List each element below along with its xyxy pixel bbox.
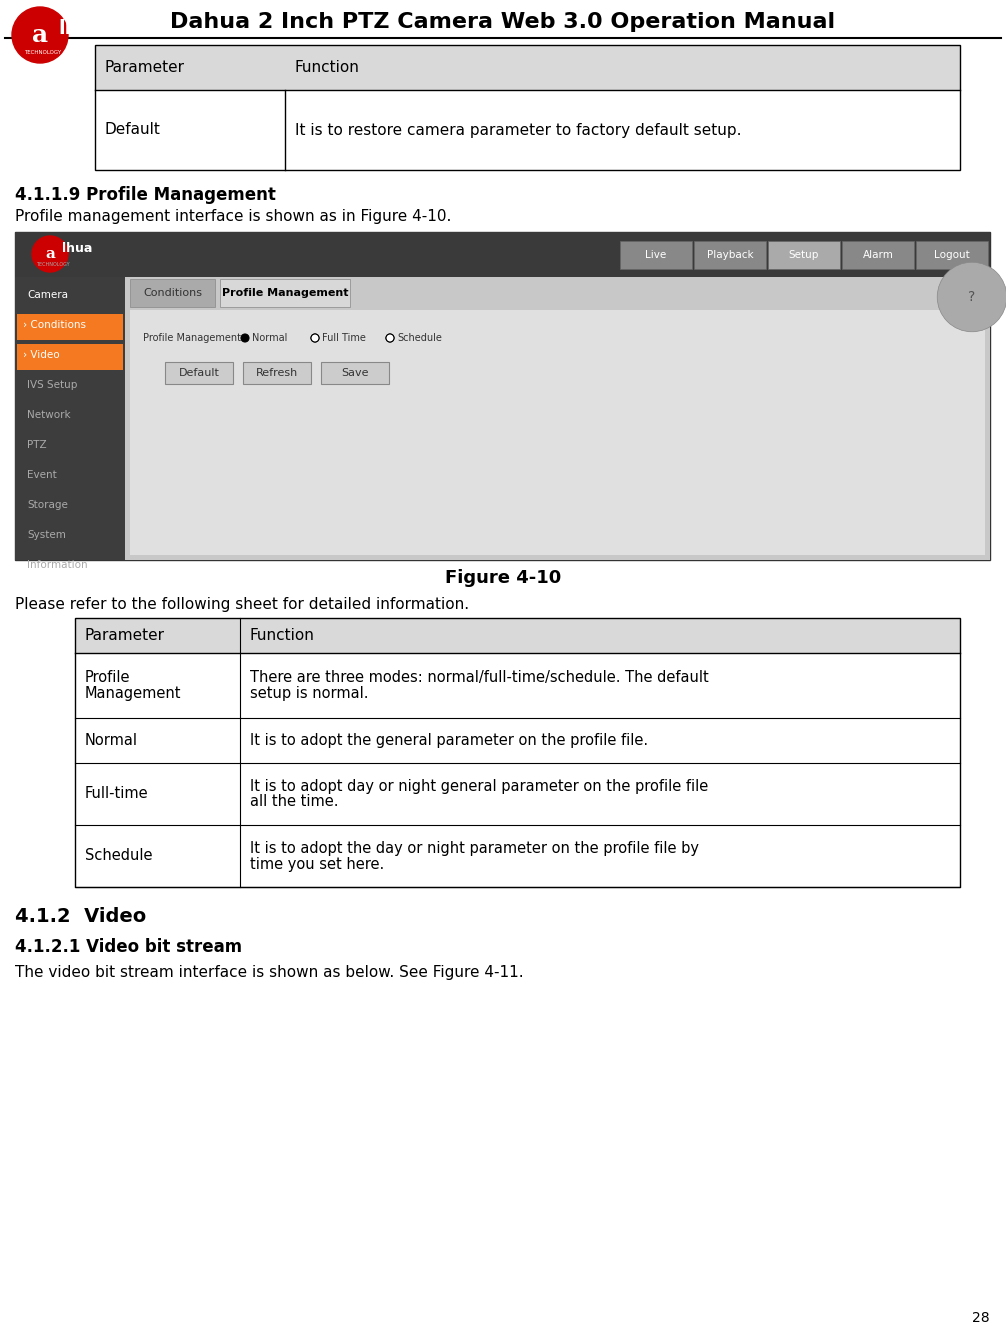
Text: Profile Management: Profile Management bbox=[221, 288, 348, 298]
Text: Normal: Normal bbox=[85, 733, 138, 749]
Bar bbox=[15, 277, 125, 559]
Text: a: a bbox=[32, 23, 48, 47]
Text: 4.1.1.9 Profile Management: 4.1.1.9 Profile Management bbox=[15, 186, 276, 204]
Text: Schedule: Schedule bbox=[85, 848, 153, 863]
Text: Management: Management bbox=[85, 686, 181, 701]
Circle shape bbox=[386, 334, 394, 342]
Bar bbox=[75, 618, 960, 887]
Text: Normal: Normal bbox=[252, 333, 288, 344]
Text: › Conditions: › Conditions bbox=[23, 320, 86, 330]
Text: Camera: Camera bbox=[27, 290, 68, 300]
Text: Information: Information bbox=[27, 559, 88, 570]
Bar bbox=[75, 825, 960, 887]
Bar bbox=[75, 763, 960, 825]
Text: setup is normal.: setup is normal. bbox=[250, 686, 368, 701]
Text: Save: Save bbox=[341, 368, 369, 378]
Bar bbox=[95, 45, 960, 170]
Text: Function: Function bbox=[295, 60, 360, 75]
FancyBboxPatch shape bbox=[916, 241, 988, 269]
Text: There are three modes: normal/full-time/schedule. The default: There are three modes: normal/full-time/… bbox=[250, 670, 709, 685]
Circle shape bbox=[32, 236, 68, 272]
Text: Parameter: Parameter bbox=[85, 627, 165, 643]
FancyBboxPatch shape bbox=[220, 278, 350, 306]
Bar bbox=[15, 232, 990, 559]
FancyBboxPatch shape bbox=[620, 241, 692, 269]
Text: ?: ? bbox=[969, 290, 976, 304]
Text: Alarm: Alarm bbox=[862, 250, 893, 260]
Text: Dahua 2 Inch PTZ Camera Web 3.0 Operation Manual: Dahua 2 Inch PTZ Camera Web 3.0 Operatio… bbox=[170, 12, 836, 32]
Text: Profile management interface is shown as in Figure 4-10.: Profile management interface is shown as… bbox=[15, 209, 452, 225]
FancyBboxPatch shape bbox=[243, 362, 311, 384]
Text: It is to adopt the general parameter on the profile file.: It is to adopt the general parameter on … bbox=[250, 733, 648, 749]
FancyBboxPatch shape bbox=[694, 241, 766, 269]
Text: Storage: Storage bbox=[27, 500, 67, 510]
Text: a: a bbox=[45, 246, 55, 261]
FancyBboxPatch shape bbox=[95, 45, 960, 91]
Text: It is to adopt the day or night parameter on the profile file by: It is to adopt the day or night paramete… bbox=[250, 840, 699, 855]
Bar bbox=[17, 344, 123, 370]
Text: 4.1.2.1 Video bit stream: 4.1.2.1 Video bit stream bbox=[15, 938, 242, 956]
Text: Live: Live bbox=[646, 250, 667, 260]
Text: all the time.: all the time. bbox=[250, 794, 338, 810]
Text: IVS Setup: IVS Setup bbox=[27, 380, 77, 390]
Text: System: System bbox=[27, 530, 65, 539]
Text: lhua: lhua bbox=[58, 19, 106, 37]
Text: Default: Default bbox=[178, 368, 219, 378]
Text: Schedule: Schedule bbox=[397, 333, 442, 344]
Circle shape bbox=[12, 7, 68, 63]
Text: Function: Function bbox=[250, 627, 315, 643]
Text: TECHNOLOGY: TECHNOLOGY bbox=[24, 49, 61, 55]
Text: It is to restore camera parameter to factory default setup.: It is to restore camera parameter to fac… bbox=[295, 123, 741, 137]
Text: Logout: Logout bbox=[935, 250, 970, 260]
Text: Profile: Profile bbox=[85, 670, 131, 685]
Text: Event: Event bbox=[27, 470, 56, 480]
Text: The video bit stream interface is shown as below. See Figure 4-11.: The video bit stream interface is shown … bbox=[15, 964, 524, 979]
Text: Default: Default bbox=[105, 123, 161, 137]
Bar bbox=[125, 277, 990, 559]
Text: Network: Network bbox=[27, 410, 70, 420]
Text: 28: 28 bbox=[973, 1311, 990, 1325]
Text: It is to adopt day or night general parameter on the profile file: It is to adopt day or night general para… bbox=[250, 778, 708, 794]
Circle shape bbox=[241, 334, 249, 342]
Text: 4.1.2  Video: 4.1.2 Video bbox=[15, 907, 146, 927]
FancyBboxPatch shape bbox=[842, 241, 914, 269]
FancyBboxPatch shape bbox=[321, 362, 389, 384]
Bar bbox=[75, 718, 960, 763]
Text: Conditions: Conditions bbox=[143, 288, 202, 298]
Text: PTZ: PTZ bbox=[27, 440, 46, 450]
Text: TECHNOLOGY: TECHNOLOGY bbox=[36, 261, 69, 266]
Text: Figure 4-10: Figure 4-10 bbox=[445, 569, 561, 587]
Text: Please refer to the following sheet for detailed information.: Please refer to the following sheet for … bbox=[15, 598, 469, 613]
FancyBboxPatch shape bbox=[95, 91, 960, 170]
Circle shape bbox=[311, 334, 319, 342]
Text: Refresh: Refresh bbox=[256, 368, 298, 378]
Text: time you set here.: time you set here. bbox=[250, 856, 384, 871]
Bar bbox=[17, 314, 123, 340]
Bar bbox=[130, 310, 985, 555]
Text: › Video: › Video bbox=[23, 350, 59, 360]
Bar bbox=[15, 232, 990, 277]
FancyBboxPatch shape bbox=[165, 362, 233, 384]
Text: lhua: lhua bbox=[62, 242, 93, 256]
Bar bbox=[75, 653, 960, 718]
FancyBboxPatch shape bbox=[768, 241, 840, 269]
Text: Setup: Setup bbox=[789, 250, 819, 260]
FancyBboxPatch shape bbox=[130, 278, 215, 306]
Bar bbox=[75, 618, 960, 653]
Text: Full Time: Full Time bbox=[322, 333, 366, 344]
Text: Playback: Playback bbox=[706, 250, 753, 260]
Text: Full-time: Full-time bbox=[85, 786, 149, 802]
Text: Parameter: Parameter bbox=[105, 60, 185, 75]
Text: Profile Management: Profile Management bbox=[143, 333, 241, 344]
